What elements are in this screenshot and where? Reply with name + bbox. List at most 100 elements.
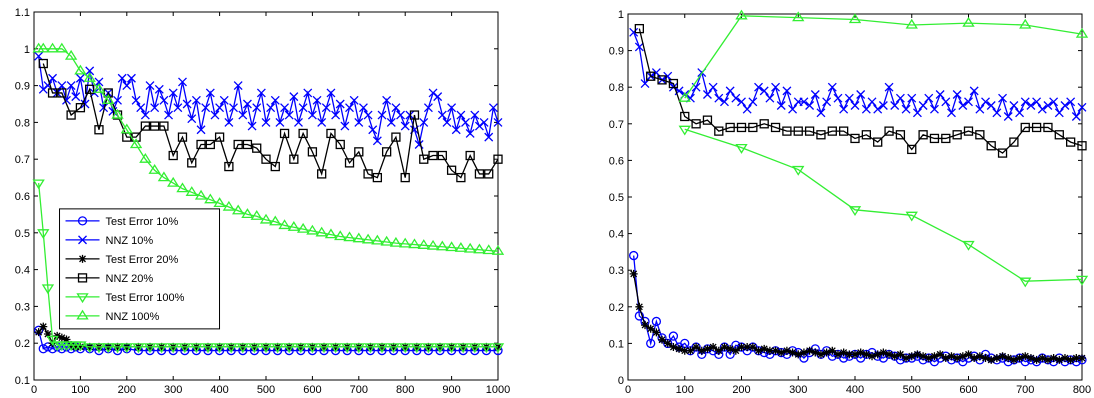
data-point [1077, 102, 1087, 112]
data-point [1043, 355, 1052, 364]
data-point [981, 97, 990, 107]
data-point [349, 95, 359, 105]
data-point [754, 346, 763, 355]
series-line [684, 128, 1083, 282]
data-point [975, 352, 984, 361]
data-point [1060, 101, 1070, 110]
data-point [201, 343, 215, 354]
data-point [1015, 354, 1024, 363]
data-point [714, 126, 724, 136]
data-point [839, 104, 849, 114]
data-point [901, 104, 911, 114]
data-point [41, 284, 55, 295]
data-point [952, 90, 962, 99]
data-point [102, 94, 115, 104]
data-point [1020, 97, 1030, 107]
data-point [120, 343, 133, 354]
data-point [878, 101, 888, 110]
data-point [136, 103, 146, 113]
data-point [364, 343, 377, 354]
data-point [748, 122, 758, 133]
data-point [201, 103, 211, 113]
data-point [958, 352, 967, 361]
data-point [37, 42, 50, 53]
data-point [74, 64, 87, 75]
data-point [1019, 277, 1032, 288]
data-point [269, 215, 282, 226]
data-point [731, 346, 740, 355]
data-point [635, 302, 644, 311]
data-point [317, 169, 327, 179]
data-point [111, 343, 124, 354]
data-point [32, 179, 45, 190]
data-point [811, 348, 820, 357]
data-point [890, 352, 899, 361]
data-point [804, 126, 815, 136]
data-point [1009, 137, 1019, 147]
data-point [259, 343, 273, 354]
data-point [488, 103, 498, 113]
x-tick-label: 100 [676, 384, 694, 396]
data-point [759, 86, 769, 96]
y-tick-label: 0.5 [15, 228, 30, 240]
data-point [1075, 27, 1089, 38]
data-point [103, 88, 113, 98]
data-point [159, 121, 169, 131]
data-point [229, 103, 238, 113]
data-point [53, 331, 62, 340]
y-tick-label: 0.7 [15, 154, 30, 166]
data-point [437, 110, 447, 120]
data-point [952, 130, 962, 140]
data-point [986, 141, 996, 151]
data-point [1009, 101, 1019, 110]
data-point [164, 110, 174, 120]
data-point [409, 110, 420, 120]
data-point [680, 346, 689, 355]
data-point [742, 104, 752, 114]
data-point [187, 158, 197, 168]
data-point [150, 103, 160, 113]
data-point [173, 103, 183, 113]
data-point [905, 18, 918, 29]
data-point [884, 82, 894, 92]
data-point [340, 121, 350, 131]
data-point [57, 333, 66, 342]
data-point [48, 73, 58, 83]
legend: Test Error 10% NNZ 10% Test Error 20% NNZ 2… [59, 208, 221, 330]
data-point [782, 126, 792, 136]
data-point [703, 344, 712, 353]
y-tick-label: 0.6 [609, 155, 624, 167]
data-point [259, 213, 273, 224]
series-line [684, 15, 1083, 99]
data-point [284, 110, 294, 120]
data-point [896, 350, 905, 359]
x-tick-label: 200 [732, 384, 750, 396]
y-tick-label: 0.4 [15, 265, 30, 277]
data-point [998, 352, 1007, 361]
data-point [1026, 101, 1036, 110]
data-point [194, 189, 208, 200]
data-point [386, 117, 396, 127]
series-4 [678, 125, 1089, 288]
data-point [691, 119, 701, 129]
data-point [1066, 97, 1076, 107]
data-point [702, 115, 713, 125]
legend-label: Test Error 20% [106, 254, 179, 266]
data-point [436, 240, 449, 251]
data-point [947, 352, 956, 361]
data-point [975, 104, 985, 114]
data-point [788, 104, 798, 114]
data-point [372, 172, 383, 183]
data-point [929, 133, 940, 144]
data-point [1066, 355, 1075, 364]
data-point [126, 73, 136, 83]
data-point [1015, 108, 1025, 118]
x-tick-label: 600 [303, 384, 321, 396]
data-point [810, 90, 820, 99]
data-point [491, 244, 505, 255]
data-point [168, 88, 178, 98]
data-point [361, 233, 375, 244]
data-point [280, 103, 290, 113]
x-tick-label: 500 [903, 384, 921, 396]
